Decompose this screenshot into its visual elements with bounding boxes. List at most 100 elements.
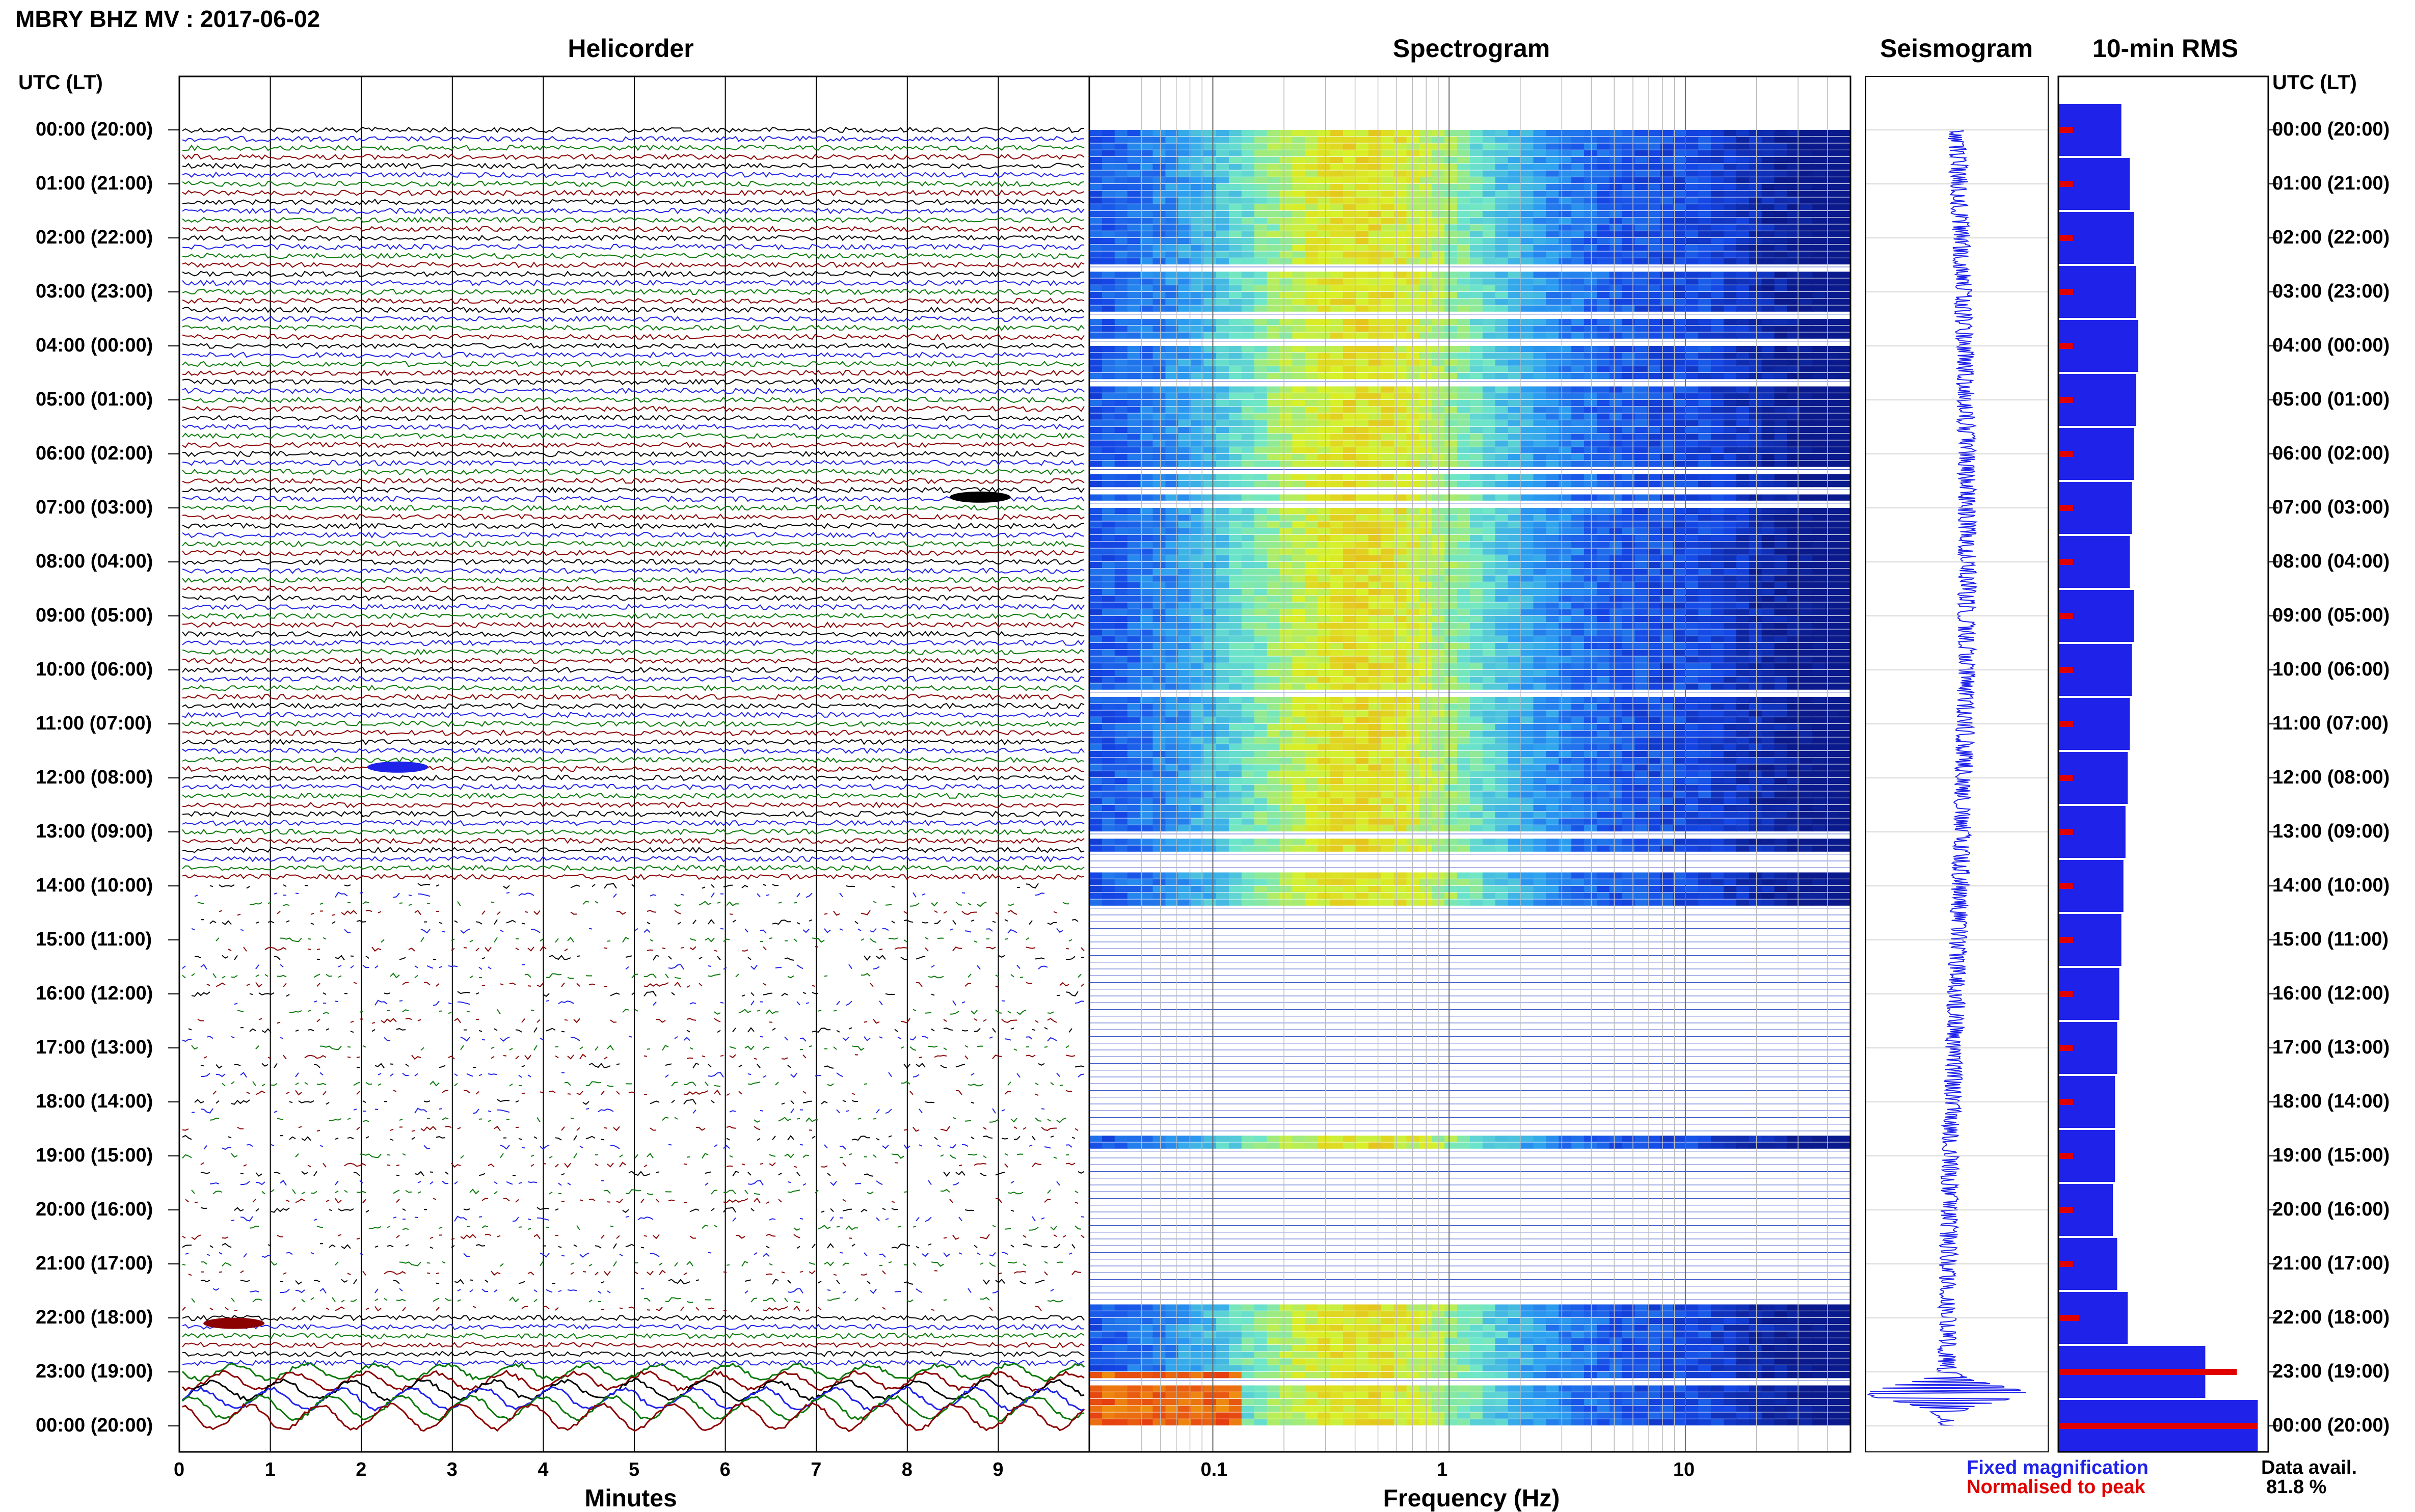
spectrogram-cell	[1203, 360, 1217, 366]
spectrogram-cell	[1203, 285, 1217, 291]
spectrogram-cell	[1559, 252, 1572, 258]
spectrogram-cell	[1419, 623, 1432, 629]
helicorder-trace	[204, 1055, 1081, 1060]
spectrogram-cell	[1115, 245, 1128, 251]
spectrogram-cell	[1521, 272, 1534, 278]
spectrogram-cell	[1165, 407, 1178, 413]
spectrogram-cell	[1102, 474, 1115, 480]
spectrogram-cell	[1762, 582, 1775, 588]
spectrogram-cell	[1775, 231, 1788, 237]
spectrogram-cell	[1292, 461, 1305, 467]
spectrogram-cell	[1711, 218, 1724, 224]
spectrogram-cell	[1597, 576, 1610, 582]
spectrogram-cell	[1546, 252, 1559, 258]
spectrogram-cell	[1254, 630, 1268, 636]
spectrogram-cell	[1495, 636, 1509, 642]
spectrogram-cell	[1381, 130, 1394, 136]
spectrogram-cell	[1419, 231, 1432, 237]
spectrogram-cell	[1394, 454, 1407, 460]
spectrogram-cell	[1546, 481, 1559, 487]
spectrogram-cell	[1178, 258, 1191, 264]
spectrogram-cell	[1483, 407, 1496, 413]
spectrogram-cell	[1102, 623, 1115, 629]
spectrogram-cell	[1483, 596, 1496, 602]
spectrogram-cell	[1305, 407, 1318, 413]
spectrogram-cell	[1698, 407, 1711, 413]
spectrogram-row	[1089, 623, 1851, 629]
spectrogram-cell	[1825, 164, 1838, 170]
spectrogram-cell	[1356, 144, 1369, 150]
spectrogram-cell	[1165, 609, 1178, 615]
spectrogram-cell	[1812, 279, 1826, 285]
spectrogram-cell	[1165, 562, 1178, 568]
spectrogram-cell	[1775, 603, 1788, 609]
spectrogram-cell	[1736, 657, 1750, 663]
spectrogram-cell	[1343, 130, 1356, 136]
spectrogram-cell	[1444, 697, 1458, 703]
spectrogram-cell	[1698, 319, 1711, 325]
spectrogram-cell	[1825, 515, 1838, 521]
spectrogram-cell	[1089, 144, 1103, 150]
spectrogram-cell	[1330, 393, 1344, 399]
spectrogram-cell	[1749, 609, 1762, 615]
spectrogram-cell	[1444, 258, 1458, 264]
spectrogram-cell	[1749, 333, 1762, 339]
spectrogram-cell	[1165, 150, 1178, 156]
spectrogram-cell	[1534, 231, 1547, 237]
spectrogram-cell	[1394, 204, 1407, 210]
spectrogram-cell	[1736, 198, 1750, 204]
spectrogram-cell	[1571, 508, 1585, 514]
spectrogram-cell	[1229, 697, 1242, 703]
spectrogram-cell	[1546, 360, 1559, 366]
helicorder-trace	[182, 289, 1084, 294]
spectrogram-cell	[1330, 252, 1344, 258]
spectrogram-cell	[1394, 569, 1407, 575]
spectrogram-cell	[1318, 211, 1331, 217]
spectrogram-cell	[1407, 407, 1420, 413]
spectrogram-cell	[1724, 177, 1737, 183]
spectrogram-cell	[1305, 596, 1318, 602]
spectrogram-cell	[1470, 157, 1483, 163]
spectrogram-cell	[1318, 663, 1331, 669]
spectrogram-cell	[1216, 569, 1229, 575]
spectrogram-cell	[1838, 177, 1851, 183]
spectrogram-cell	[1318, 670, 1331, 676]
spectrogram-cell	[1369, 454, 1382, 460]
spectrogram-cell	[1749, 623, 1762, 629]
spectrogram-cell	[1115, 306, 1128, 312]
spectrogram-cell	[1153, 366, 1166, 372]
spectrogram-cell	[1825, 407, 1838, 413]
spectrogram-cell	[1229, 360, 1242, 366]
spectrogram-cell	[1305, 636, 1318, 642]
spectrogram-cell	[1724, 387, 1737, 393]
spectrogram-cell	[1280, 549, 1293, 555]
spectrogram-cell	[1444, 407, 1458, 413]
spectrogram-cell	[1203, 650, 1217, 656]
spectrogram-cell	[1749, 616, 1762, 622]
spectrogram-cell	[1280, 562, 1293, 568]
spectrogram-cell	[1648, 589, 1661, 595]
spectrogram-cell	[1330, 495, 1344, 501]
spectrogram-cell	[1343, 164, 1356, 170]
spectrogram-cell	[1089, 407, 1103, 413]
spectrogram-cell	[1369, 393, 1382, 399]
spectrogram-cell	[1318, 157, 1331, 163]
spectrogram-cell	[1419, 184, 1432, 190]
spectrogram-cell	[1242, 231, 1255, 237]
spectrogram-cell	[1165, 184, 1178, 190]
spectrogram-cell	[1622, 427, 1635, 433]
spectrogram-cell	[1267, 670, 1280, 676]
spectrogram-cell	[1254, 400, 1268, 406]
spectrogram-cell	[1571, 204, 1585, 210]
spectrogram-cell	[1597, 427, 1610, 433]
spectrogram-cell	[1280, 306, 1293, 312]
spectrogram-cell	[1685, 164, 1699, 170]
spectrogram-cell	[1698, 636, 1711, 642]
spectrogram-cell	[1635, 704, 1648, 710]
spectrogram-cell	[1165, 231, 1178, 237]
spectrogram-cell	[1407, 427, 1420, 433]
spectrogram-cell	[1305, 292, 1318, 298]
spectrogram-cell	[1711, 677, 1724, 683]
spectrogram-cell	[1229, 414, 1242, 420]
spectrogram-cell	[1369, 697, 1382, 703]
